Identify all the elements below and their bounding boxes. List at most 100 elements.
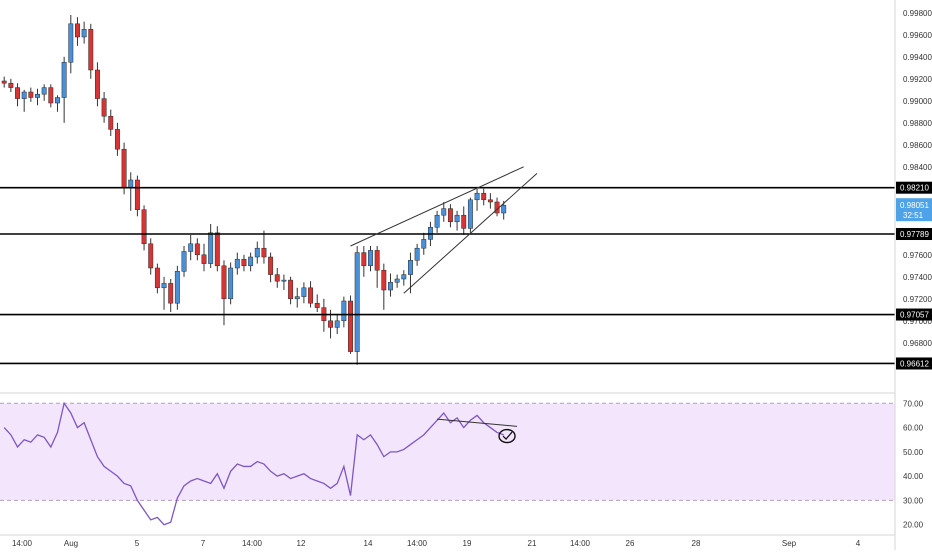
rsi-pane	[0, 401, 895, 526]
candle-body-down	[381, 269, 387, 291]
candle	[75, 17, 80, 46]
candle	[108, 109, 114, 136]
candle	[474, 188, 480, 211]
candle-body-down	[274, 274, 280, 282]
rsi-tick-label: 60.00	[903, 424, 924, 433]
time-tick-label: Aug	[64, 539, 78, 548]
candle	[461, 206, 467, 235]
candle-body-up	[354, 252, 360, 352]
candle	[408, 252, 413, 294]
candle-body-up	[35, 93, 40, 98]
candle	[294, 287, 300, 308]
candle	[81, 21, 87, 44]
candle	[101, 92, 107, 123]
candle-body-up	[281, 279, 287, 282]
candle-body-up	[474, 192, 480, 201]
candle	[68, 15, 74, 74]
candle	[21, 89, 27, 112]
level-label: 0.98210	[900, 184, 929, 193]
candle	[48, 84, 54, 108]
candle	[274, 268, 280, 288]
candle	[421, 232, 427, 255]
price-axis: 0.99800 0.99600 0.99400 0.99200 0.99000 0.988…	[894, 0, 932, 550]
candle	[381, 263, 387, 310]
candle-body-down	[374, 250, 380, 271]
price-tick-label: 0.98600	[903, 141, 932, 150]
candle-body-down	[461, 214, 467, 229]
candle	[467, 197, 473, 233]
candle	[341, 296, 347, 328]
candle-body-down	[487, 199, 493, 203]
candle	[487, 193, 493, 209]
candle	[221, 260, 227, 326]
candle	[434, 210, 440, 233]
candle	[8, 78, 14, 92]
candle	[208, 224, 214, 268]
candle-body-up	[208, 232, 214, 264]
candle-body-down	[121, 148, 127, 188]
candle	[35, 88, 40, 106]
rsi-tick-label: 40.00	[903, 472, 924, 481]
candle-body-up	[454, 214, 460, 223]
candle-body-down	[8, 82, 14, 88]
candle	[494, 197, 500, 217]
candle	[234, 252, 240, 275]
candle	[261, 230, 267, 264]
wedge-lower-trendline	[403, 173, 538, 294]
price-tick-label: 0.99200	[903, 75, 932, 84]
candle-body-up	[414, 247, 420, 261]
time-tick-label: 12	[297, 539, 306, 548]
time-tick-label: 14:00	[242, 539, 263, 548]
candle-body-up	[228, 267, 234, 300]
rsi-tick-label: 30.00	[903, 496, 924, 505]
rsi-line	[3, 401, 504, 526]
candle	[154, 263, 160, 294]
candle	[334, 314, 340, 334]
candle	[181, 246, 187, 277]
candle-body-down	[241, 258, 247, 267]
candle-body-down	[28, 91, 34, 98]
candle	[414, 243, 420, 266]
circle-annotation	[498, 428, 516, 444]
candle	[394, 274, 400, 288]
candle	[28, 87, 34, 102]
candle	[454, 210, 460, 231]
candle-body-up	[388, 282, 393, 291]
time-tick-label: 14:00	[407, 539, 428, 548]
candle	[388, 273, 393, 297]
candle-body-down	[48, 87, 54, 104]
candle	[94, 62, 100, 107]
price-tick-label: 0.99400	[903, 53, 932, 62]
candle	[194, 238, 200, 261]
candle	[88, 23, 94, 79]
candle-body-down	[214, 232, 220, 267]
time-tick-label: 28	[692, 539, 701, 548]
candle	[168, 279, 174, 312]
candle-body-down	[261, 247, 267, 258]
candle-body-up	[368, 250, 373, 267]
level-label-bg	[896, 357, 932, 370]
candle-body-up	[128, 179, 134, 188]
candle	[354, 246, 360, 365]
price-pane	[0, 15, 895, 394]
candle	[148, 238, 154, 275]
candle	[228, 262, 234, 305]
candle	[241, 254, 247, 272]
candle-body-down	[194, 243, 200, 256]
rsi-axis: 70.00 60.00 50.00 40.00 30.00 20.00	[903, 399, 924, 529]
candle	[481, 188, 487, 206]
candle-body-down	[15, 87, 20, 99]
time-tick-label: 21	[528, 539, 537, 548]
level-label: 0.97789	[900, 230, 929, 239]
level-label: 0.96612	[900, 359, 929, 368]
price-tick-label: 0.99000	[903, 97, 932, 106]
candle	[174, 265, 180, 310]
time-tick-label: 14:00	[12, 539, 33, 548]
candle-body-down	[288, 279, 294, 300]
time-tick-label: 5	[135, 539, 140, 548]
candle	[214, 226, 220, 272]
level-label-bg	[896, 181, 932, 194]
time-tick-label: 26	[626, 539, 635, 548]
candle	[15, 83, 20, 107]
